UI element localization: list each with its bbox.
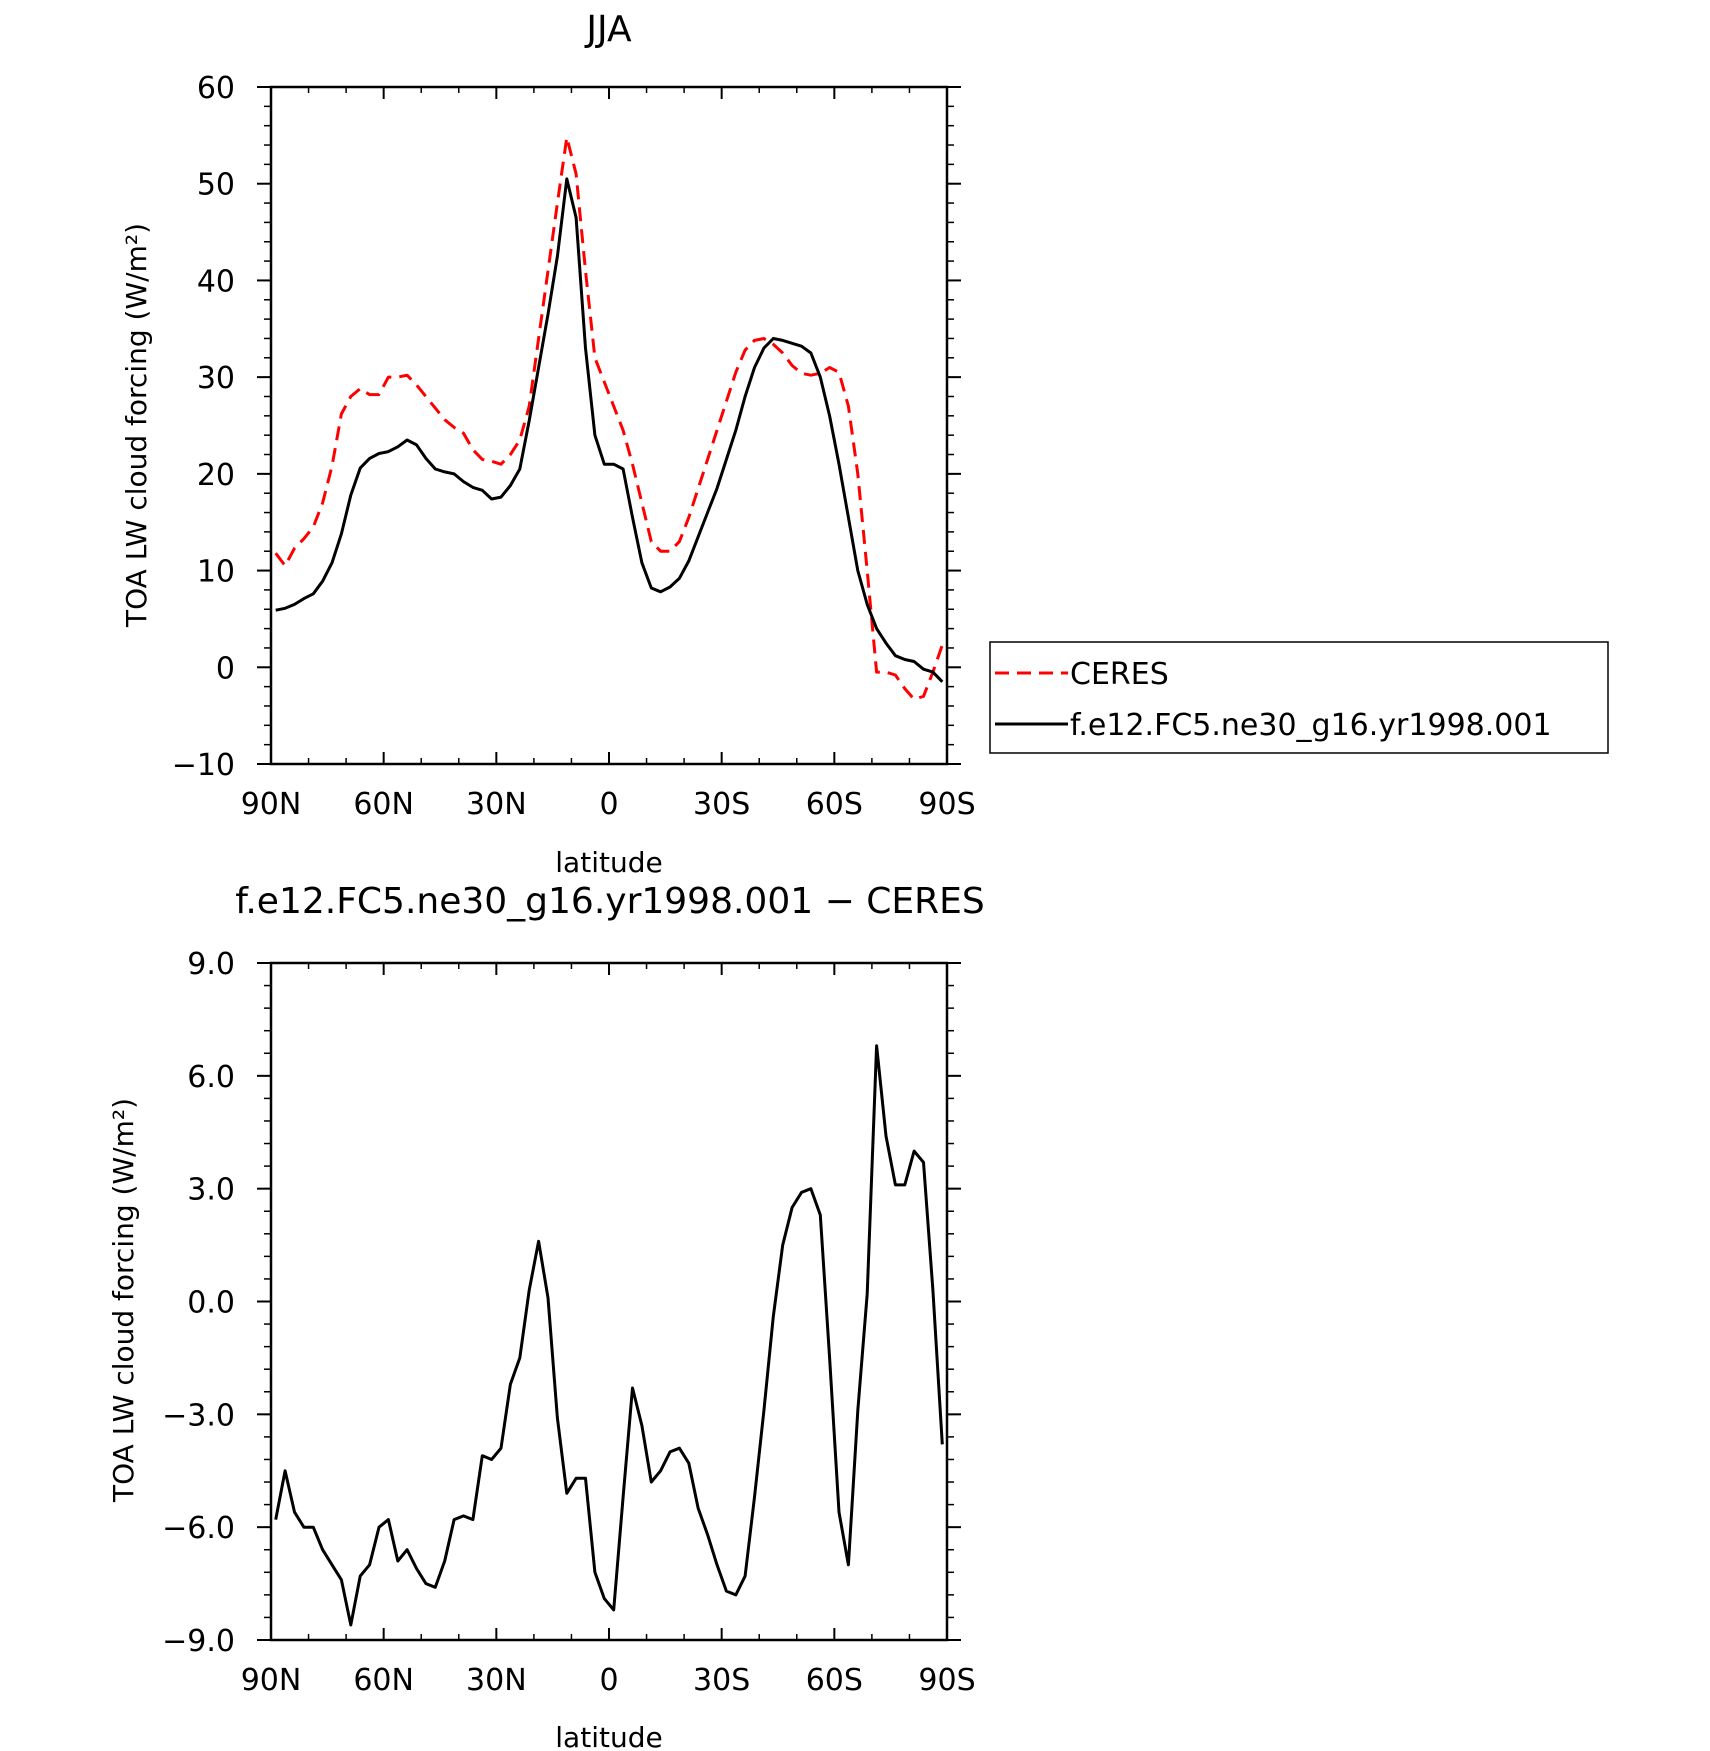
bottom-axis-ticks: [257, 962, 961, 1641]
bottom-x-tick-label: 60N: [353, 1663, 414, 1698]
top-y-axis-label: TOA LW cloud forcing (W/m²): [120, 223, 153, 628]
top-x-tick-label: 30N: [466, 787, 527, 822]
top-tick-labels: 90N 60N 30N 0 30S 60S 90S 60 50 40 30 20 10 0 −10: [172, 71, 976, 822]
top-x-tick-label: 30S: [693, 787, 750, 822]
bottom-x-tick-label: 30N: [466, 1663, 527, 1698]
top-x-tick-label: 90S: [918, 787, 975, 822]
bottom-plot-frame: [269, 961, 949, 1642]
bottom-y-tick-label: 6.0: [187, 1060, 235, 1095]
top-y-tick-label: 30: [197, 361, 235, 396]
top-x-tick-label: 0: [599, 787, 618, 822]
bottom-panel: f.e12.FC5.ne30_g16.yr1998.001 − CERES 90…: [107, 881, 985, 1751]
top-chart-title: JJA: [584, 9, 632, 50]
bottom-series-group: [274, 1044, 944, 1627]
bottom-x-tick-label: 90S: [918, 1663, 975, 1698]
top-x-tick-label: 60N: [353, 787, 414, 822]
bottom-x-tick-label: 0: [599, 1663, 618, 1698]
bottom-y-tick-label: 0.0: [187, 1286, 235, 1321]
bottom-y-tick-label: −9.0: [162, 1624, 235, 1659]
top-plot-frame: [269, 85, 949, 766]
bottom-y-tick-label: −3.0: [162, 1398, 235, 1433]
bottom-y-tick-label: 9.0: [187, 947, 235, 982]
top-y-tick-label: 10: [197, 555, 235, 590]
bottom-series-line-0: [274, 1044, 944, 1627]
top-y-tick-label: 50: [197, 168, 235, 203]
top-axis-ticks: [257, 86, 961, 765]
legend-box: [989, 641, 1609, 754]
bottom-x-tick-label: 60S: [806, 1663, 863, 1698]
bottom-chart-title: f.e12.FC5.ne30_g16.yr1998.001 − CERES: [235, 881, 984, 922]
top-series-line-0: [274, 135, 944, 701]
bottom-y-axis-label: TOA LW cloud forcing (W/m²): [107, 1098, 140, 1503]
top-series-line-1: [275, 177, 944, 683]
top-x-tick-label: 90N: [241, 787, 302, 822]
top-y-tick-label: 40: [197, 264, 235, 299]
top-panel: JJA 90N 60N 30N 0 30S 60S 90S6050403020100−10 …: [120, 9, 1609, 879]
bottom-y-tick-label: 3.0: [187, 1173, 235, 1208]
legend-label-ceres: CERES: [1070, 657, 1169, 692]
top-y-tick-label: 20: [197, 458, 235, 493]
top-y-tick-label: −10: [172, 748, 235, 783]
bottom-y-tick-label: −6.0: [162, 1511, 235, 1546]
top-x-axis-label: latitude: [555, 846, 662, 879]
bottom-tick-labels: 90N 60N 30N 0 30S 60S 90S 9.0 6.0 3.0 0.0 −3.0 −6.0 −…: [162, 947, 975, 1698]
top-y-tick-label: 60: [197, 71, 235, 106]
top-x-tick-label: 60S: [806, 787, 863, 822]
legend: CERES f.e12.FC5.ne30_g16.yr1998.001: [989, 641, 1609, 754]
top-series-group: [274, 135, 944, 701]
bottom-x-tick-label: 90N: [241, 1663, 302, 1698]
bottom-x-tick-label: 30S: [693, 1663, 750, 1698]
top-y-tick-label: 0: [216, 651, 235, 686]
bottom-x-axis-label: latitude: [555, 1721, 662, 1751]
legend-label-model: f.e12.FC5.ne30_g16.yr1998.001: [1070, 708, 1552, 743]
